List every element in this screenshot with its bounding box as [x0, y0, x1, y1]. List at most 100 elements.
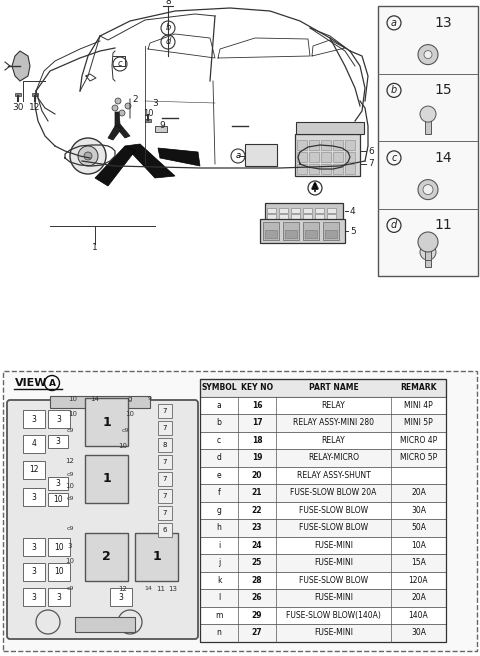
Bar — [279, 208, 288, 213]
Bar — [265, 203, 343, 221]
Bar — [158, 472, 172, 486]
Text: MICRO 4P: MICRO 4P — [400, 436, 437, 445]
Text: c9: c9 — [66, 472, 74, 476]
Text: 14: 14 — [144, 586, 152, 592]
Bar — [200, 589, 446, 607]
Bar — [425, 240, 431, 260]
Bar — [303, 222, 319, 240]
Bar — [48, 477, 68, 490]
Text: VIEW: VIEW — [15, 378, 48, 388]
Bar — [200, 519, 446, 537]
Text: 8: 8 — [163, 442, 167, 448]
Text: 4: 4 — [32, 440, 36, 449]
Text: 15A: 15A — [411, 558, 426, 567]
Text: 10: 10 — [54, 543, 64, 552]
Bar — [267, 208, 276, 213]
Bar — [291, 214, 300, 219]
Text: FUSE-SLOW BLOW(140A): FUSE-SLOW BLOW(140A) — [286, 611, 381, 620]
Bar — [158, 421, 172, 435]
Text: FUSE-MINI: FUSE-MINI — [314, 541, 353, 550]
Bar — [200, 501, 446, 519]
Bar — [267, 214, 276, 219]
Text: m: m — [216, 611, 223, 620]
Text: FUSE-MINI: FUSE-MINI — [314, 593, 353, 602]
Text: RELAY-MICRO: RELAY-MICRO — [308, 453, 359, 462]
Circle shape — [305, 140, 341, 176]
Text: 7: 7 — [163, 476, 167, 482]
Bar — [315, 208, 324, 213]
Text: g: g — [216, 506, 221, 515]
Text: 7: 7 — [163, 493, 167, 499]
Polygon shape — [115, 124, 130, 138]
Text: d: d — [391, 220, 397, 230]
Text: 17: 17 — [252, 419, 262, 427]
Text: 15: 15 — [434, 83, 452, 97]
Bar — [263, 222, 279, 240]
Text: 18: 18 — [252, 436, 262, 445]
Bar — [200, 571, 446, 589]
Text: 2: 2 — [102, 550, 111, 564]
Text: c9: c9 — [66, 525, 74, 531]
Bar — [323, 222, 339, 240]
Bar — [23, 538, 45, 556]
Text: RELAY: RELAY — [322, 436, 346, 445]
Text: 20A: 20A — [411, 488, 426, 497]
Text: a: a — [216, 401, 221, 410]
Bar — [279, 214, 288, 219]
Bar — [296, 122, 364, 134]
Text: 25: 25 — [252, 558, 262, 567]
Bar — [333, 140, 343, 150]
Text: 22: 22 — [252, 506, 262, 515]
Circle shape — [78, 146, 98, 166]
Bar — [200, 554, 446, 571]
Bar — [200, 379, 446, 642]
Bar — [85, 533, 128, 581]
Bar — [303, 208, 312, 213]
Text: 140A: 140A — [408, 611, 428, 620]
Bar — [200, 624, 446, 642]
Text: c9: c9 — [121, 428, 129, 434]
Text: RELAY ASSY-MINI 280: RELAY ASSY-MINI 280 — [293, 419, 374, 427]
Circle shape — [420, 106, 436, 122]
Bar — [200, 466, 446, 484]
FancyBboxPatch shape — [7, 400, 198, 639]
Bar — [50, 396, 150, 408]
Text: 10: 10 — [54, 567, 64, 577]
Bar — [200, 537, 446, 554]
Text: 10: 10 — [125, 411, 134, 417]
Bar — [135, 533, 178, 581]
Bar — [285, 230, 297, 238]
Bar — [155, 126, 167, 132]
Text: 19: 19 — [252, 453, 262, 462]
Text: 14: 14 — [91, 396, 99, 402]
Text: 1: 1 — [102, 472, 111, 485]
Text: 24: 24 — [252, 541, 262, 550]
Bar — [200, 379, 446, 396]
Text: 3: 3 — [152, 98, 158, 108]
Text: c: c — [118, 60, 122, 68]
Bar — [260, 219, 345, 243]
Text: b: b — [165, 24, 171, 33]
Text: 12: 12 — [29, 104, 41, 112]
Bar — [200, 484, 446, 501]
Bar — [325, 230, 337, 238]
Bar — [23, 588, 45, 606]
Text: 12: 12 — [29, 466, 39, 474]
Circle shape — [418, 45, 438, 64]
Text: 3: 3 — [32, 592, 36, 602]
Bar — [48, 563, 70, 581]
Text: 10: 10 — [69, 411, 77, 417]
Bar — [378, 6, 478, 276]
Bar — [265, 230, 277, 238]
Text: 3: 3 — [57, 592, 61, 602]
Circle shape — [119, 110, 125, 116]
Polygon shape — [115, 112, 120, 126]
Text: 30: 30 — [12, 104, 24, 112]
Text: 28: 28 — [252, 576, 262, 584]
Bar — [158, 506, 172, 520]
Bar — [158, 404, 172, 418]
Text: 4: 4 — [350, 207, 356, 216]
Text: FUSE-SLOW BLOW: FUSE-SLOW BLOW — [299, 523, 368, 532]
Circle shape — [423, 184, 433, 195]
Text: 1: 1 — [92, 243, 98, 253]
